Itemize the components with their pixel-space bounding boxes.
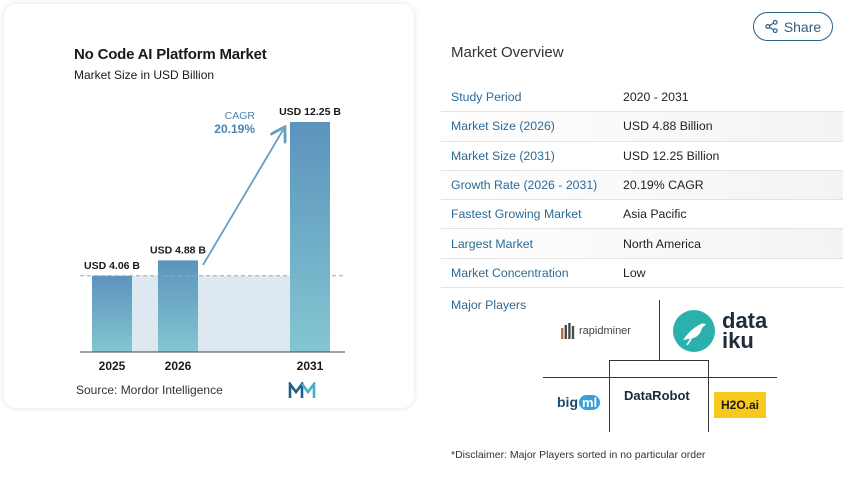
mordor-intelligence-logo — [288, 382, 316, 398]
dataiku-text-2: iku — [722, 328, 754, 353]
grid-divider — [659, 300, 660, 360]
row-value: USD 4.88 Billion — [623, 119, 713, 134]
bigml-text-2: ml — [579, 394, 601, 410]
h2o-text: H2O.ai — [720, 398, 759, 412]
overview-row-market-concentration: Market Concentration Low — [441, 259, 843, 289]
bigml-text-1: big — [557, 394, 578, 410]
grid-divider — [543, 377, 777, 378]
row-value: North America — [623, 236, 701, 251]
chart-subtitle: Market Size in USD Billion — [74, 68, 215, 82]
chart-source: Source: Mordor Intelligence — [76, 383, 223, 397]
row-label: Study Period — [451, 90, 522, 105]
data-label-2025: USD 4.06 B — [84, 260, 140, 272]
cagr-value: 20.19% — [214, 122, 255, 136]
overview-row-study-period: Study Period 2020 - 2031 — [441, 83, 843, 113]
share-icon — [765, 20, 778, 33]
data-label-2031: USD 12.25 B — [279, 106, 341, 118]
row-label: Growth Rate (2026 - 2031) — [451, 178, 598, 193]
cagr-label: CAGR — [225, 110, 256, 122]
major-players-label: Major Players — [451, 298, 527, 312]
overview-row-growth-rate: Growth Rate (2026 - 2031) 20.19% CAGR — [441, 170, 843, 201]
tick-label-2026: 2026 — [165, 359, 192, 373]
disclaimer: *Disclaimer: Major Players sorted in no … — [451, 449, 706, 461]
row-label: Largest Market — [451, 236, 534, 251]
bar-2025 — [92, 275, 132, 352]
grid-divider — [609, 360, 610, 432]
share-button[interactable]: Share — [753, 12, 833, 41]
overview-row-largest-market: Largest Market North America — [441, 229, 843, 259]
grid-divider — [609, 360, 708, 361]
grid-divider — [708, 360, 709, 432]
row-value: USD 12.25 Billion — [623, 148, 720, 163]
row-value: 2020 - 2031 — [623, 90, 689, 105]
rapidminer-icon — [561, 323, 575, 339]
overview-title: Market Overview — [451, 44, 564, 61]
row-value: Asia Pacific — [623, 207, 687, 222]
bar-2026 — [158, 260, 198, 352]
rapidminer-logo: rapidminer — [560, 322, 631, 340]
overview-row-market-size-2031: Market Size (2031) USD 12.25 Billion — [441, 142, 843, 171]
bigml-logo: big ml — [557, 394, 601, 410]
bar-chart: USD 4.06 B 2025 USD 4.88 B 2026 USD 12.25 B 2… — [80, 106, 345, 373]
datarobot-text: DataRobot — [624, 388, 690, 403]
data-label-2026: USD 4.88 B — [150, 244, 206, 256]
dataiku-text-1: data — [722, 308, 768, 333]
chart-title: No Code AI Platform Market — [74, 46, 267, 63]
row-value: Low — [623, 265, 646, 280]
cagr-arrow — [202, 130, 283, 266]
row-value: 20.19% CAGR — [623, 178, 704, 193]
dataiku-bird-icon — [673, 310, 715, 352]
row-label: Fastest Growing Market — [451, 207, 582, 222]
h2o-logo: H2O.ai — [714, 392, 766, 418]
overview-table: Study Period 2020 - 2031 Market Size (20… — [441, 83, 843, 289]
rapidminer-text: rapidminer — [579, 325, 631, 337]
bar-2031 — [290, 122, 330, 352]
tick-label-2025: 2025 — [99, 359, 126, 373]
overview-row-fastest-growing-market: Fastest Growing Market Asia Pacific — [441, 200, 843, 230]
share-label: Share — [783, 18, 822, 35]
row-label: Market Concentration — [451, 265, 569, 280]
overview-row-market-size-2026: Market Size (2026) USD 4.88 Billion — [441, 112, 843, 142]
tick-label-2031: 2031 — [297, 359, 324, 373]
major-players-grid: rapidminer data iku big ml DataRobot H2O… — [540, 300, 780, 432]
dataiku-logo: data iku — [672, 309, 767, 353]
row-label: Market Size (2031) — [451, 148, 555, 163]
row-label: Market Size (2026) — [451, 119, 555, 134]
datarobot-logo: DataRobot — [624, 388, 690, 403]
